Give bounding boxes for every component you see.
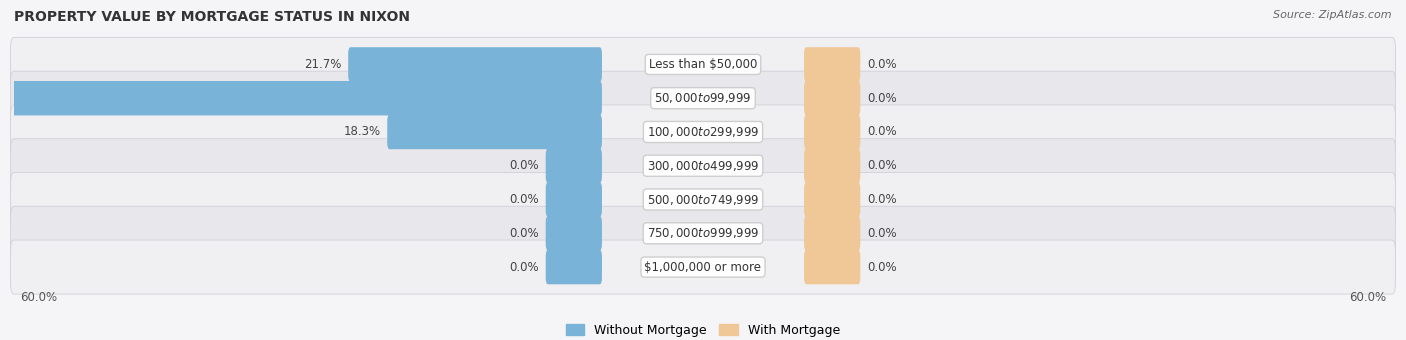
- FancyBboxPatch shape: [11, 206, 1395, 260]
- FancyBboxPatch shape: [804, 47, 860, 82]
- Text: 0.0%: 0.0%: [868, 227, 897, 240]
- Text: 0.0%: 0.0%: [509, 193, 538, 206]
- Text: 0.0%: 0.0%: [868, 58, 897, 71]
- Text: Less than $50,000: Less than $50,000: [648, 58, 758, 71]
- Text: 0.0%: 0.0%: [868, 193, 897, 206]
- FancyBboxPatch shape: [387, 115, 602, 149]
- Text: PROPERTY VALUE BY MORTGAGE STATUS IN NIXON: PROPERTY VALUE BY MORTGAGE STATUS IN NIX…: [14, 10, 411, 24]
- FancyBboxPatch shape: [804, 81, 860, 116]
- Text: 0.0%: 0.0%: [509, 159, 538, 172]
- Text: 21.7%: 21.7%: [304, 58, 342, 71]
- Text: $750,000 to $999,999: $750,000 to $999,999: [647, 226, 759, 240]
- FancyBboxPatch shape: [11, 240, 1395, 294]
- Text: Source: ZipAtlas.com: Source: ZipAtlas.com: [1274, 10, 1392, 20]
- Text: $100,000 to $299,999: $100,000 to $299,999: [647, 125, 759, 139]
- FancyBboxPatch shape: [546, 149, 602, 183]
- Text: 0.0%: 0.0%: [868, 260, 897, 274]
- FancyBboxPatch shape: [804, 216, 860, 251]
- FancyBboxPatch shape: [11, 71, 1395, 125]
- Text: $300,000 to $499,999: $300,000 to $499,999: [647, 159, 759, 173]
- Text: 0.0%: 0.0%: [509, 260, 538, 274]
- Text: 0.0%: 0.0%: [509, 227, 538, 240]
- FancyBboxPatch shape: [0, 81, 602, 116]
- Text: 0.0%: 0.0%: [868, 92, 897, 105]
- FancyBboxPatch shape: [804, 115, 860, 149]
- FancyBboxPatch shape: [11, 172, 1395, 226]
- FancyBboxPatch shape: [546, 216, 602, 251]
- Text: 0.0%: 0.0%: [868, 125, 897, 138]
- FancyBboxPatch shape: [546, 182, 602, 217]
- Text: 0.0%: 0.0%: [868, 159, 897, 172]
- FancyBboxPatch shape: [546, 250, 602, 284]
- FancyBboxPatch shape: [11, 37, 1395, 91]
- FancyBboxPatch shape: [11, 105, 1395, 159]
- Text: 60.0%: 60.0%: [20, 291, 56, 304]
- FancyBboxPatch shape: [804, 182, 860, 217]
- FancyBboxPatch shape: [804, 149, 860, 183]
- Text: 60.0%: 60.0%: [1350, 291, 1386, 304]
- FancyBboxPatch shape: [349, 47, 602, 82]
- FancyBboxPatch shape: [11, 139, 1395, 193]
- Text: 18.3%: 18.3%: [343, 125, 381, 138]
- Text: $500,000 to $749,999: $500,000 to $749,999: [647, 192, 759, 206]
- Text: $50,000 to $99,999: $50,000 to $99,999: [654, 91, 752, 105]
- Text: $1,000,000 or more: $1,000,000 or more: [644, 260, 762, 274]
- Legend: Without Mortgage, With Mortgage: Without Mortgage, With Mortgage: [561, 319, 845, 340]
- FancyBboxPatch shape: [804, 250, 860, 284]
